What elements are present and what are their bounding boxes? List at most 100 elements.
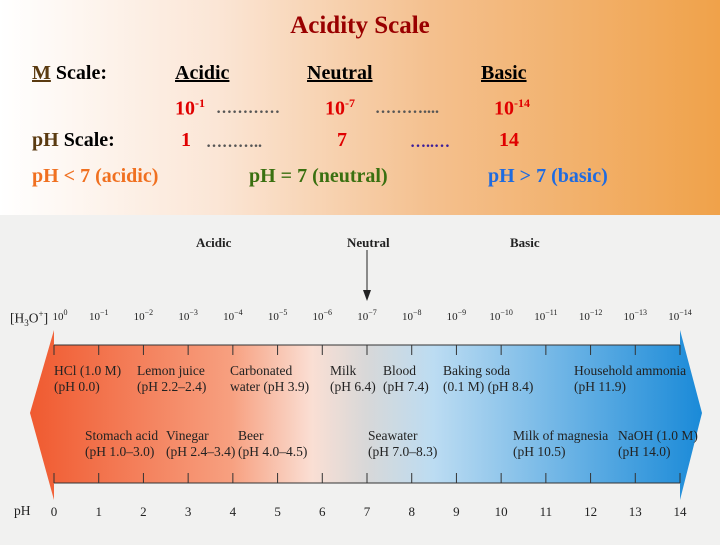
diagram-acidic-label: Acidic xyxy=(196,235,232,250)
conc-tick-label: 10−13 xyxy=(624,308,648,323)
concentration-axis-label: [H3O+] xyxy=(10,309,49,329)
ph-tick-label: 4 xyxy=(230,504,237,519)
substance-ph: (pH 1.0–3.0) xyxy=(85,444,155,459)
ph-scale-diagram: 0 100 1 10−1 2 10−2 3 10−3 4 10−4 5 10−5 6 10−6 7 10−7 8… xyxy=(0,215,720,540)
substance-label: Seawater (pH 7.0–8.3) xyxy=(368,428,437,460)
substance-label: Baking soda (0.1 M) (pH 8.4) xyxy=(443,363,533,395)
substance-ph: (pH 7.4) xyxy=(383,379,429,394)
ph-tick-label: 11 xyxy=(540,504,553,519)
ph-scale-label: pH Scale: xyxy=(32,129,115,151)
substance-name: Vinegar xyxy=(166,428,209,443)
conc-tick-label: 10−11 xyxy=(534,308,557,323)
substance-ph: (pH 4.0–4.5) xyxy=(238,444,308,459)
acidic-heading: Acidic xyxy=(175,62,230,84)
basic-heading: Basic xyxy=(481,62,527,84)
conc-tick-label: 10−3 xyxy=(178,308,198,323)
substance-label: Blood (pH 7.4) xyxy=(383,363,429,395)
m-value-1: 10-1 xyxy=(175,96,205,120)
substance-ph: (pH 2.4–3.4) xyxy=(166,444,236,459)
ph-tick-label: 14 xyxy=(674,504,688,519)
m-value-2: 10-7 xyxy=(325,96,355,120)
m-scale-label: M Scale: xyxy=(32,62,107,85)
conc-tick-label: 100 xyxy=(53,308,68,323)
ph-value-1: 1 xyxy=(181,129,191,151)
substance-label: Beer (pH 4.0–4.5) xyxy=(238,428,307,460)
substance-name: Household ammonia xyxy=(574,363,687,378)
substance-ph: water (pH 3.9) xyxy=(230,379,310,394)
substance-label: Carbonated water (pH 3.9) xyxy=(230,363,309,395)
ph-tick-label: 12 xyxy=(584,504,597,519)
substance-ph: (pH 2.2–2.4) xyxy=(137,379,207,394)
substance-name: Milk of magnesia xyxy=(513,428,609,443)
ph-tick-label: 3 xyxy=(185,504,192,519)
conc-tick-label: 10−9 xyxy=(447,308,467,323)
ph-value-3: 14 xyxy=(499,129,519,151)
substance-ph: (pH 7.0–8.3) xyxy=(368,444,438,459)
ph-tick-label: 5 xyxy=(274,504,281,519)
diagram-neutral-label: Neutral xyxy=(347,235,390,250)
ph-tick-label: 1 xyxy=(95,504,102,519)
substance-label: Milk (pH 6.4) xyxy=(330,363,376,395)
substance-name: Blood xyxy=(383,363,417,378)
scale-arrow-body xyxy=(30,330,702,500)
substance-ph: (pH 10.5) xyxy=(513,444,566,459)
scale-arrow-graphic: 0100110−1210−2310−3410−4510−5610−6710−78… xyxy=(30,250,702,519)
header-band xyxy=(0,0,720,215)
m-scale-text: Scale: xyxy=(50,62,107,84)
conc-tick-label: 10−5 xyxy=(268,308,288,323)
substance-ph: (pH 11.9) xyxy=(574,379,626,394)
substance-ph: (pH 0.0) xyxy=(54,379,100,394)
ph-tick-label: 7 xyxy=(364,504,371,519)
substance-ph: (pH 6.4) xyxy=(330,379,376,394)
substance-name: Milk xyxy=(330,363,357,378)
ph-tick-label: 2 xyxy=(140,504,147,519)
substance-name: Stomach acid xyxy=(85,428,159,443)
substance-label: Vinegar (pH 2.4–3.4) xyxy=(166,428,235,460)
dots-2: ……….... xyxy=(375,100,439,117)
ph-axis-label: pH xyxy=(14,503,31,518)
ph-tick-label: 0 xyxy=(51,504,58,519)
substance-label: Household ammonia (pH 11.9) xyxy=(574,363,686,395)
neutral-summary: pH = 7 (neutral) xyxy=(249,165,388,187)
substance-name: Carbonated xyxy=(230,363,293,378)
dots-1: ………… xyxy=(216,100,280,117)
substance-name: HCl (1.0 M) xyxy=(54,363,122,378)
m-letter: M xyxy=(32,62,51,84)
substance-ph: (pH 14.0) xyxy=(618,444,671,459)
substance-label: Milk of magnesia (pH 10.5) xyxy=(513,428,608,460)
conc-tick-label: 10−12 xyxy=(579,308,603,323)
diagram-basic-label: Basic xyxy=(510,235,540,250)
conc-tick-label: 10−8 xyxy=(402,308,422,323)
substance-label: Stomach acid (pH 1.0–3.0) xyxy=(85,428,158,460)
ph-tick-label: 9 xyxy=(453,504,460,519)
substance-label: Lemon juice (pH 2.2–2.4) xyxy=(137,363,206,395)
conc-tick-label: 10−1 xyxy=(89,308,109,323)
substance-name: Beer xyxy=(238,428,264,443)
substance-label: NaOH (1.0 M) (pH 14.0) xyxy=(618,428,698,460)
ph-tick-label: 13 xyxy=(629,504,642,519)
substance-label: HCl (1.0 M) (pH 0.0) xyxy=(54,363,121,395)
conc-tick-label: 10−6 xyxy=(313,308,333,323)
page-title: Acidity Scale xyxy=(290,12,430,39)
ph-dots-2: …..… xyxy=(410,134,450,151)
acidic-summary: pH < 7 (acidic) xyxy=(32,165,159,187)
substance-name: NaOH (1.0 M) xyxy=(618,428,698,443)
substance-name: Lemon juice xyxy=(137,363,205,378)
conc-tick-label: 10−4 xyxy=(223,308,243,323)
neutral-arrow-icon xyxy=(363,290,371,301)
neutral-heading: Neutral xyxy=(307,62,373,84)
conc-tick-label: 10−2 xyxy=(134,308,154,323)
conc-tick-label: 10−7 xyxy=(357,308,377,323)
ph-tick-label: 10 xyxy=(495,504,508,519)
substance-ph: (0.1 M) (pH 8.4) xyxy=(443,379,534,394)
conc-tick-label: 10−14 xyxy=(668,308,692,323)
basic-summary: pH > 7 (basic) xyxy=(488,165,608,187)
ph-tick-label: 8 xyxy=(408,504,415,519)
ph-value-2: 7 xyxy=(337,129,347,151)
ph-tick-label: 6 xyxy=(319,504,326,519)
conc-tick-label: 10−10 xyxy=(489,308,513,323)
ph-dots-1: ……….. xyxy=(206,134,262,151)
substance-name: Seawater xyxy=(368,428,418,443)
substance-name: Baking soda xyxy=(443,363,511,378)
m-value-3: 10-14 xyxy=(494,96,530,120)
